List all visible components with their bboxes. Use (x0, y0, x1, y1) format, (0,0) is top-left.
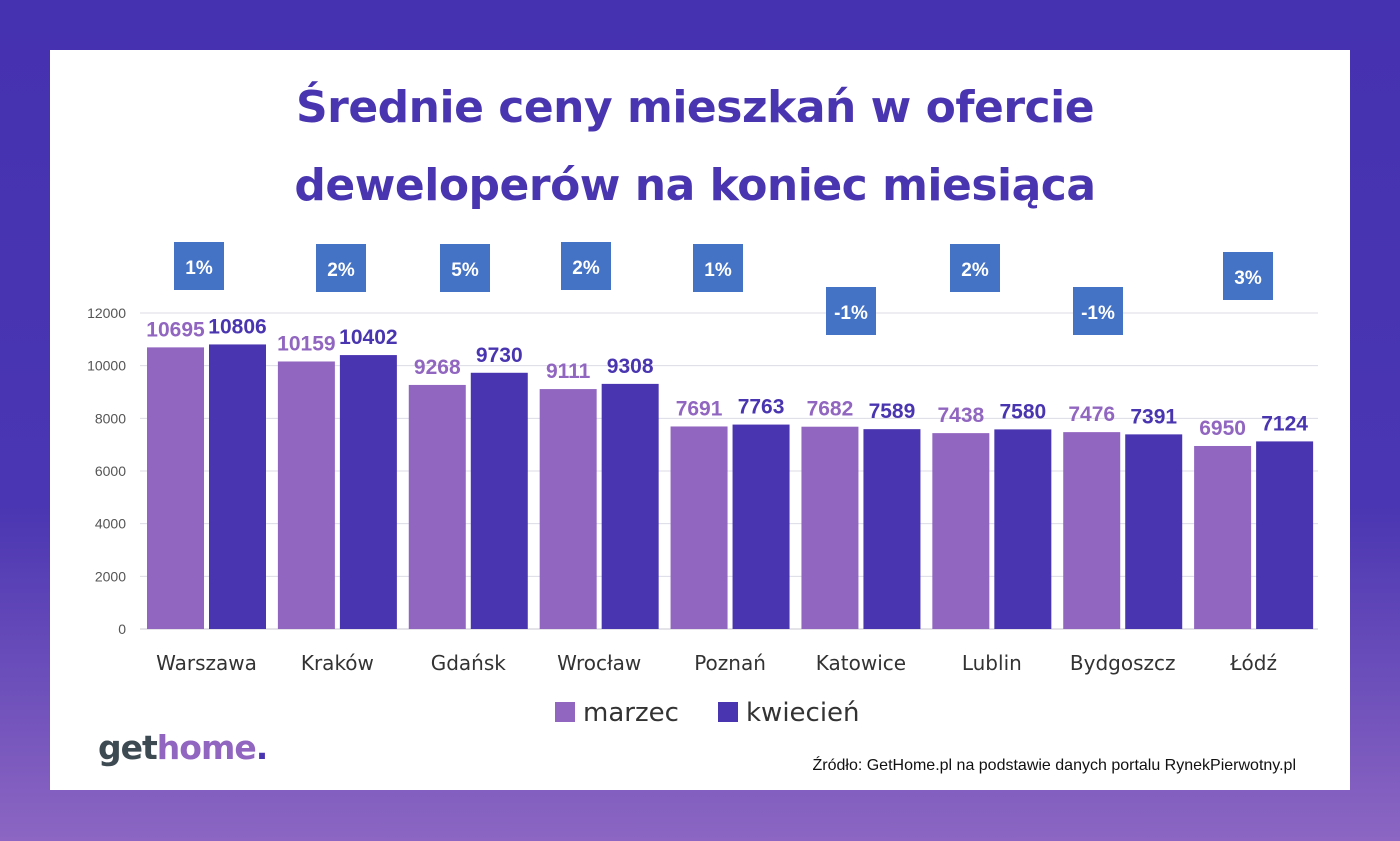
y-tick-label: 8000 (95, 410, 126, 426)
category-label: Kraków (301, 651, 374, 675)
bar-marzec (932, 433, 990, 629)
bar-kwiecień (470, 372, 528, 629)
change-label: 3% (1234, 268, 1262, 289)
legend-swatch (718, 702, 738, 722)
bar-kwiecień (994, 429, 1052, 629)
chart-title-line1: Średnie ceny mieszkań w ofercie (295, 82, 1095, 133)
data-label: 7763 (738, 396, 785, 419)
data-label: 10159 (277, 332, 335, 355)
legend-label: kwiecień (746, 698, 860, 728)
category-label: Warszawa (156, 651, 257, 675)
data-label: 10695 (146, 318, 205, 341)
change-label: 2% (961, 260, 989, 281)
bar-marzec (277, 361, 335, 629)
bar-kwiecień (339, 355, 397, 629)
category-label: Łódź (1229, 651, 1277, 675)
bar-kwiecień (209, 344, 266, 629)
y-tick-label: 2000 (95, 568, 126, 584)
bar-marzec (408, 384, 466, 629)
change-badge (826, 287, 876, 335)
y-tick-label: 4000 (95, 516, 126, 532)
data-label: 7589 (869, 400, 916, 423)
category-label: Katowice (816, 651, 906, 675)
data-label: 9111 (546, 360, 591, 383)
bar-kwiecień (732, 424, 790, 629)
change-label: 5% (451, 260, 479, 281)
change-badge (561, 242, 611, 290)
category-label: Lublin (962, 651, 1022, 675)
change-label: 2% (327, 260, 355, 281)
change-badge (440, 244, 490, 292)
data-label: 7391 (1130, 405, 1177, 428)
change-badge (693, 244, 743, 292)
data-label: 9308 (607, 355, 654, 378)
data-label: 7580 (999, 400, 1046, 423)
data-label: 10402 (339, 326, 397, 349)
data-label: 6950 (1199, 417, 1246, 440)
change-badge (950, 244, 1000, 292)
bar-kwiecień (863, 429, 921, 629)
y-tick-label: 0 (118, 621, 126, 637)
source-note: Źródło: GetHome.pl na podstawie danych p… (812, 757, 1296, 774)
category-label: Bydgoszcz (1070, 651, 1176, 675)
data-label: 9730 (476, 344, 523, 367)
data-label: 7682 (807, 398, 854, 421)
data-label: 7476 (1068, 403, 1115, 426)
data-label: 7438 (937, 404, 984, 427)
legend-swatch (555, 702, 575, 722)
y-tick-label: 12000 (87, 305, 126, 321)
bar-kwiecień (1256, 441, 1314, 629)
data-label: 7124 (1261, 412, 1308, 435)
bar-marzec (670, 426, 728, 629)
change-badge (1223, 252, 1273, 300)
gethome-logo: gethome. (98, 728, 268, 767)
change-label: 1% (704, 260, 732, 281)
change-label: -1% (1081, 303, 1115, 324)
bar-marzec (1194, 445, 1252, 629)
category-label: Gdańsk (431, 651, 507, 675)
category-label: Wrocław (557, 651, 641, 675)
change-badge (316, 244, 366, 292)
chart-panel (50, 50, 1350, 790)
bar-kwiecień (601, 383, 659, 629)
data-label: 10806 (208, 315, 266, 338)
change-label: 1% (185, 258, 213, 279)
change-badge (174, 242, 224, 290)
y-tick-label: 10000 (87, 358, 126, 374)
bar-kwiecień (1125, 434, 1183, 629)
y-tick-label: 6000 (95, 463, 126, 479)
bar-marzec (1063, 432, 1121, 629)
legend-label: marzec (583, 698, 679, 728)
change-label: 2% (572, 258, 600, 279)
change-badge (1073, 287, 1123, 335)
data-label: 9268 (414, 356, 461, 379)
change-label: -1% (834, 303, 868, 324)
bar-marzec (147, 347, 204, 629)
bar-marzec (539, 389, 597, 629)
chart-title-line2: deweloperów na koniec miesiąca (294, 160, 1096, 211)
category-label: Poznań (694, 651, 766, 675)
bar-marzec (801, 426, 859, 629)
data-label: 7691 (676, 397, 723, 420)
